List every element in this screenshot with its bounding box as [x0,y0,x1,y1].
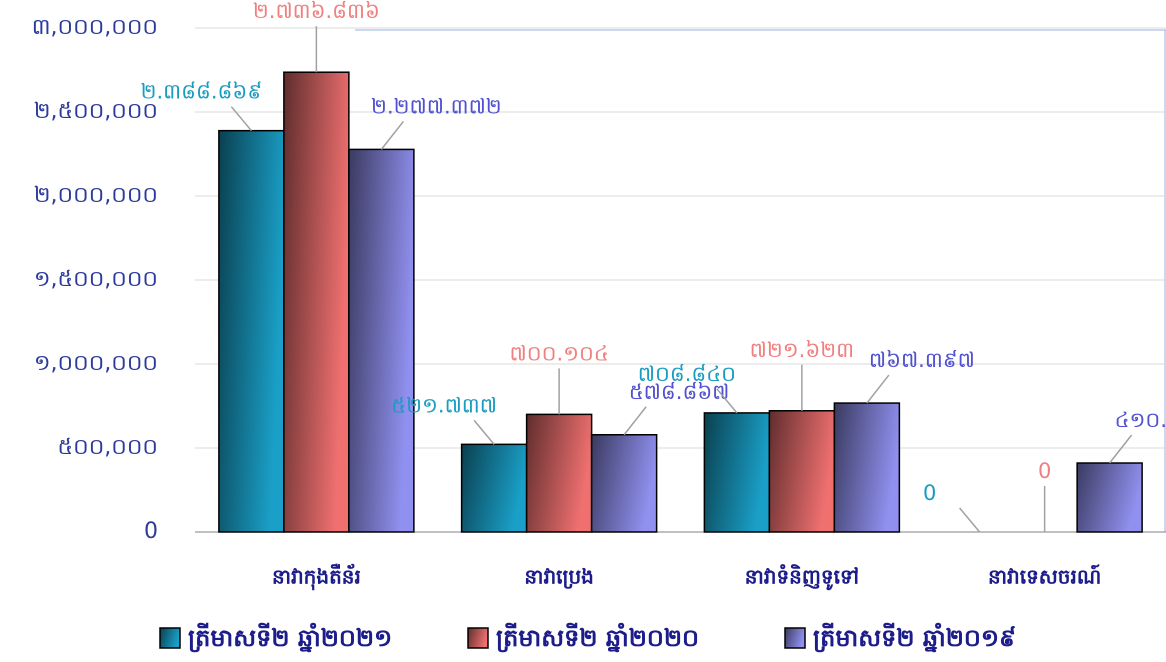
data-label: ៥៧៨.៨៦៧ [629,380,730,404]
legend-label: ត្រីមាសទី២ ឆ្នាំ២០១៩ [813,622,1016,653]
legend-swatch [159,627,181,649]
y-tick-label: ៥០០,០០០ [58,435,158,460]
y-tick-label: ២,០០០,០០០ [34,183,158,208]
leader-line [380,120,404,150]
x-tick-label: នាវាកុងតឺន័រ [272,564,361,591]
bar [703,412,771,533]
leader-line [716,388,738,414]
data-label: 0 [923,481,936,505]
bar [283,71,350,533]
data-label: ៤១០.៥៨៣ [1115,408,1166,432]
legend-swatch [467,627,489,649]
leader-line [866,374,890,404]
legend-label: ត្រីមាសទី២ ឆ្នាំ២០២០ [496,622,699,653]
legend-label: ត្រីមាសទី២ ឆ្នាំ២០២១ [188,622,392,653]
y-tick-label: ៣,០០០,០០០ [32,15,158,40]
bar [460,443,528,533]
data-label: ៥២១.៧៣៧ [391,393,497,417]
data-label: ២.៧៣៦.៨៣៦ [253,0,380,23]
data-label: ៧២១.៦២៣ [750,338,854,362]
x-tick-label: នាវាទេសចរណ៍ [988,564,1101,589]
bar [348,148,415,533]
bar [833,402,901,533]
bar [218,129,285,533]
data-label: ៧៦៧.៣៩៧ [869,348,975,372]
bar [590,434,658,533]
leader-line [1109,434,1133,464]
y-tick-label: ១,៥០០,០០០ [34,267,158,292]
y-tick-label: 0 [144,519,158,544]
leader-line [230,106,252,132]
data-label: 0 [1038,459,1051,483]
x-tick-label: នាវាប្រេង [524,565,593,590]
leader-line [473,419,495,445]
x-tick-label: នាវាទំនិញទូទៅ [745,564,859,591]
bar [768,410,836,533]
y-tick-label: ២,៥០០,០០០ [34,99,158,124]
data-label: ៧០០.១០៤ [509,341,608,365]
legend-swatch [784,627,806,649]
leader-line [623,406,647,436]
y-tick-label: ១,០០០,០០០ [34,351,158,376]
bar [525,413,593,533]
data-label: ២.៣៨៨.៨៦៩ [141,80,263,104]
bar [1076,462,1143,533]
leader-line [959,507,981,533]
data-label: ២.២៧៧.៣៧២ [371,94,502,118]
data-label: ៧០៨.៨៤០ [638,362,736,386]
